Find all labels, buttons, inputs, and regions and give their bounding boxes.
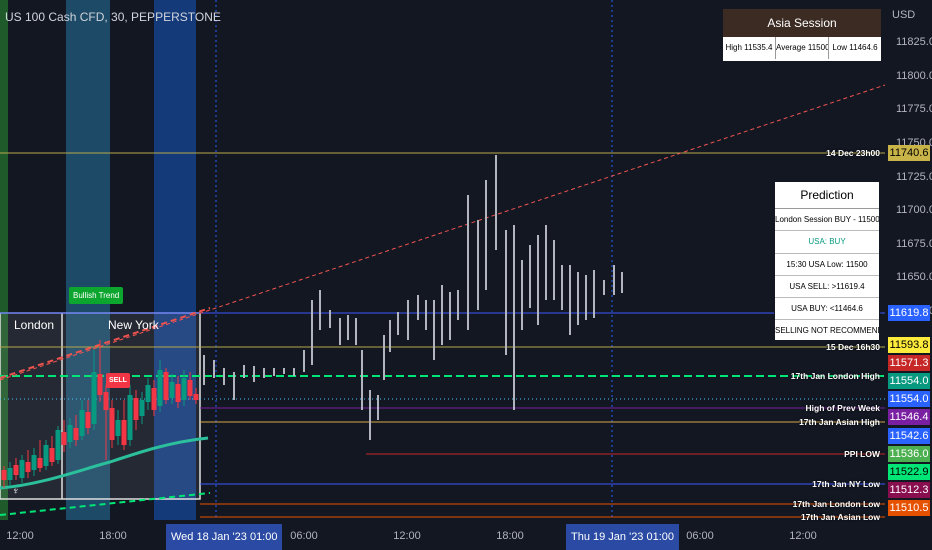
candle[interactable] [97, 374, 103, 395]
prediction-table: Prediction London Session BUY - 11500 US… [774, 181, 880, 341]
price-tag: 11510.5 [888, 500, 930, 516]
price-tag: 11546.4 [888, 409, 930, 425]
prediction-row: USA BUY: <11464.6 [775, 298, 879, 321]
price-tag: 11619.8 [888, 305, 930, 321]
candle[interactable] [139, 400, 145, 416]
time-tick: 12:00 [6, 530, 34, 542]
candle[interactable] [145, 385, 151, 402]
price-tag: 11542.6 [888, 428, 930, 444]
moving-average-line[interactable] [0, 436, 209, 490]
asia-session-title: Asia Session [723, 9, 881, 37]
level-label: 17th Jan Asian High [799, 417, 880, 427]
sell-signal-badge: SELL [106, 373, 130, 388]
session-band-green [0, 0, 8, 520]
candle[interactable] [67, 425, 73, 442]
asia-low: Low 11464.6 [832, 43, 878, 52]
price-tick: 11675.0 [896, 237, 932, 250]
prediction-row: London Session BUY - 11500 [775, 209, 879, 232]
candle[interactable] [127, 395, 133, 440]
price-tag: 11522.9 [888, 464, 930, 480]
asia-high: High 11535.4 [723, 37, 776, 59]
candle[interactable] [7, 468, 13, 480]
price-tag: 11593.8 [888, 337, 930, 353]
time-tick: 18:00 [496, 530, 524, 542]
prediction-row: 15:30 USA Low: 11500 [775, 254, 879, 276]
time-tick: 06:00 [686, 530, 714, 542]
candle[interactable] [31, 455, 37, 470]
price-tick: 11700.0 [896, 204, 932, 217]
price-tag: 11740.6 [888, 145, 930, 161]
candle[interactable] [175, 384, 181, 402]
candle[interactable] [79, 410, 85, 436]
price-tag: 11512.3 [888, 482, 930, 498]
level-label: 17th Jan NY Low [812, 479, 880, 489]
candle[interactable] [85, 412, 91, 428]
projection-trendline[interactable] [0, 84, 886, 381]
session-band-blue [154, 0, 196, 520]
level-label: High of Prev Week [805, 403, 880, 413]
candle[interactable] [193, 394, 199, 400]
candle[interactable] [73, 428, 79, 440]
level-label: 17th Jan London Low [792, 499, 880, 509]
time-tick: 12:00 [789, 530, 817, 542]
candle[interactable] [37, 458, 43, 468]
price-tick: 11800.0 [896, 69, 932, 82]
candle[interactable] [163, 372, 169, 400]
candle[interactable] [181, 378, 187, 400]
level-label: PPI LOW [844, 449, 880, 459]
asia-session-table: Asia Session High 11535.4 Average 11500 … [722, 8, 882, 62]
symbol-title: US 100 Cash CFD, 30, PEPPERSTONE [5, 10, 221, 24]
asia-average: Average 11500 [776, 37, 829, 59]
candle[interactable] [151, 388, 157, 410]
candle[interactable] [43, 445, 49, 466]
time-tick: 06:00 [290, 530, 318, 542]
candle[interactable] [169, 382, 175, 398]
prediction-row: SELLING NOT RECOMMENDED [775, 326, 879, 336]
candle[interactable] [91, 372, 97, 424]
price-tick: 11825.0 [896, 36, 932, 48]
level-label: 14 Dec 23h00 [826, 148, 880, 158]
channel-upper-line[interactable] [0, 307, 211, 379]
prediction-row: USA: BUY [775, 231, 879, 254]
time-highlight: Wed 18 Jan '23 01:00 [166, 524, 283, 550]
candle[interactable] [49, 448, 55, 462]
candle[interactable] [187, 380, 193, 396]
level-label: 17th Jan London High [790, 371, 880, 381]
new-york-session-label: New York [108, 318, 159, 332]
time-tick: 18:00 [99, 530, 127, 542]
prediction-title: Prediction [775, 182, 879, 209]
candle[interactable] [19, 460, 25, 478]
bullish-trend-badge: Bullish Trend [69, 287, 124, 304]
london-session-label: London [14, 318, 55, 332]
price-tag: 11554.0 [888, 373, 930, 389]
currency-label: USD [892, 9, 916, 21]
candle[interactable] [55, 430, 61, 460]
price-tag: 11536.0 [888, 446, 930, 462]
price-tag: 11554.0 [888, 391, 930, 407]
time-highlight: Thu 19 Jan '23 01:00 [566, 524, 680, 550]
candle[interactable] [25, 462, 31, 472]
price-tick: 11775.0 [896, 103, 932, 116]
candle[interactable] [121, 420, 127, 445]
prediction-row: USA SELL: >11619.4 [775, 276, 879, 299]
time-tick: 12:00 [393, 530, 421, 542]
candle[interactable] [103, 392, 109, 410]
candle[interactable] [109, 408, 115, 440]
candle[interactable] [157, 370, 163, 406]
cursor-marker-icon: ♆ [12, 486, 20, 497]
level-label: 15 Dec 16h30 [826, 342, 880, 352]
candle[interactable] [115, 420, 121, 436]
candle[interactable] [133, 398, 139, 420]
price-tick: 11650.0 [896, 271, 932, 284]
candle[interactable] [61, 432, 67, 445]
channel-lower-line[interactable] [0, 492, 211, 516]
price-tick: 11725.0 [896, 170, 932, 183]
level-label: 17th Jan Asian Low [800, 512, 880, 522]
candle[interactable] [13, 465, 19, 475]
candle[interactable] [1, 470, 7, 480]
price-tag: 11571.3 [888, 355, 930, 371]
